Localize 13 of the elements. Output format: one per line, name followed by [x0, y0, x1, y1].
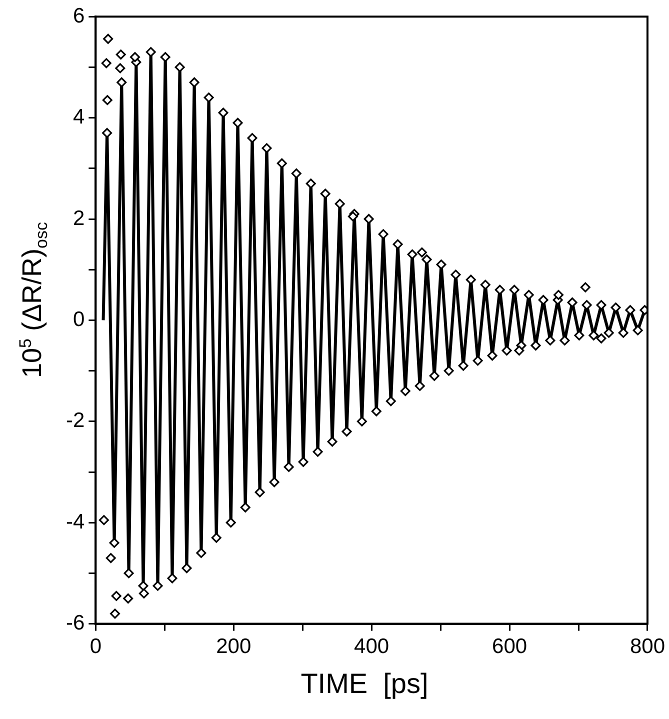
x-axis-title: TIME [ps] [300, 668, 430, 700]
x-tick-label: 200 [216, 635, 252, 658]
y-tick-label: -6 [66, 612, 85, 635]
y-tick-label: 0 [72, 308, 85, 331]
x-tick-label: 600 [492, 635, 528, 658]
y-tick-label: 6 [72, 4, 85, 28]
y-tick-label: -2 [66, 409, 85, 432]
y-tick-label: 4 [72, 106, 85, 129]
y-tick-label: 2 [72, 206, 85, 230]
x-tick-label: 0 [90, 635, 102, 658]
y-tick-label: -4 [66, 510, 85, 534]
x-tick-label: 800 [630, 635, 666, 658]
x-tick-label: 400 [354, 635, 390, 658]
